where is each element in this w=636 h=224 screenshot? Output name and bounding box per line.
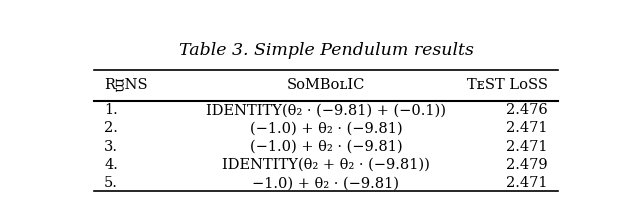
- Text: 4.: 4.: [104, 158, 118, 172]
- Text: IDENTITY(θ₂ · (−9.81) + (−0.1)): IDENTITY(θ₂ · (−9.81) + (−0.1)): [206, 103, 446, 117]
- Text: 2.479: 2.479: [506, 158, 548, 172]
- Text: 3.: 3.: [104, 140, 118, 154]
- Text: 2.471: 2.471: [506, 121, 548, 136]
- Text: RᴟNS: RᴟNS: [104, 78, 148, 92]
- Text: −1.0) + θ₂ · (−9.81): −1.0) + θ₂ · (−9.81): [252, 176, 399, 190]
- Text: 2.471: 2.471: [506, 140, 548, 154]
- Text: TᴇST LᴏSS: TᴇST LᴏSS: [467, 78, 548, 92]
- Text: 2.: 2.: [104, 121, 118, 136]
- Text: 2.471: 2.471: [506, 176, 548, 190]
- Text: Table 3. Simple Pendulum results: Table 3. Simple Pendulum results: [179, 42, 473, 59]
- Text: (−1.0) + θ₂ · (−9.81): (−1.0) + θ₂ · (−9.81): [250, 140, 402, 154]
- Text: 5.: 5.: [104, 176, 118, 190]
- Text: (−1.0) + θ₂ · (−9.81): (−1.0) + θ₂ · (−9.81): [250, 121, 402, 136]
- Text: IDENTITY(θ₂ + θ₂ · (−9.81)): IDENTITY(θ₂ + θ₂ · (−9.81)): [222, 158, 430, 172]
- Text: 1.: 1.: [104, 103, 118, 117]
- Text: SᴏMBᴏʟIC: SᴏMBᴏʟIC: [287, 78, 365, 92]
- Text: 2.476: 2.476: [506, 103, 548, 117]
